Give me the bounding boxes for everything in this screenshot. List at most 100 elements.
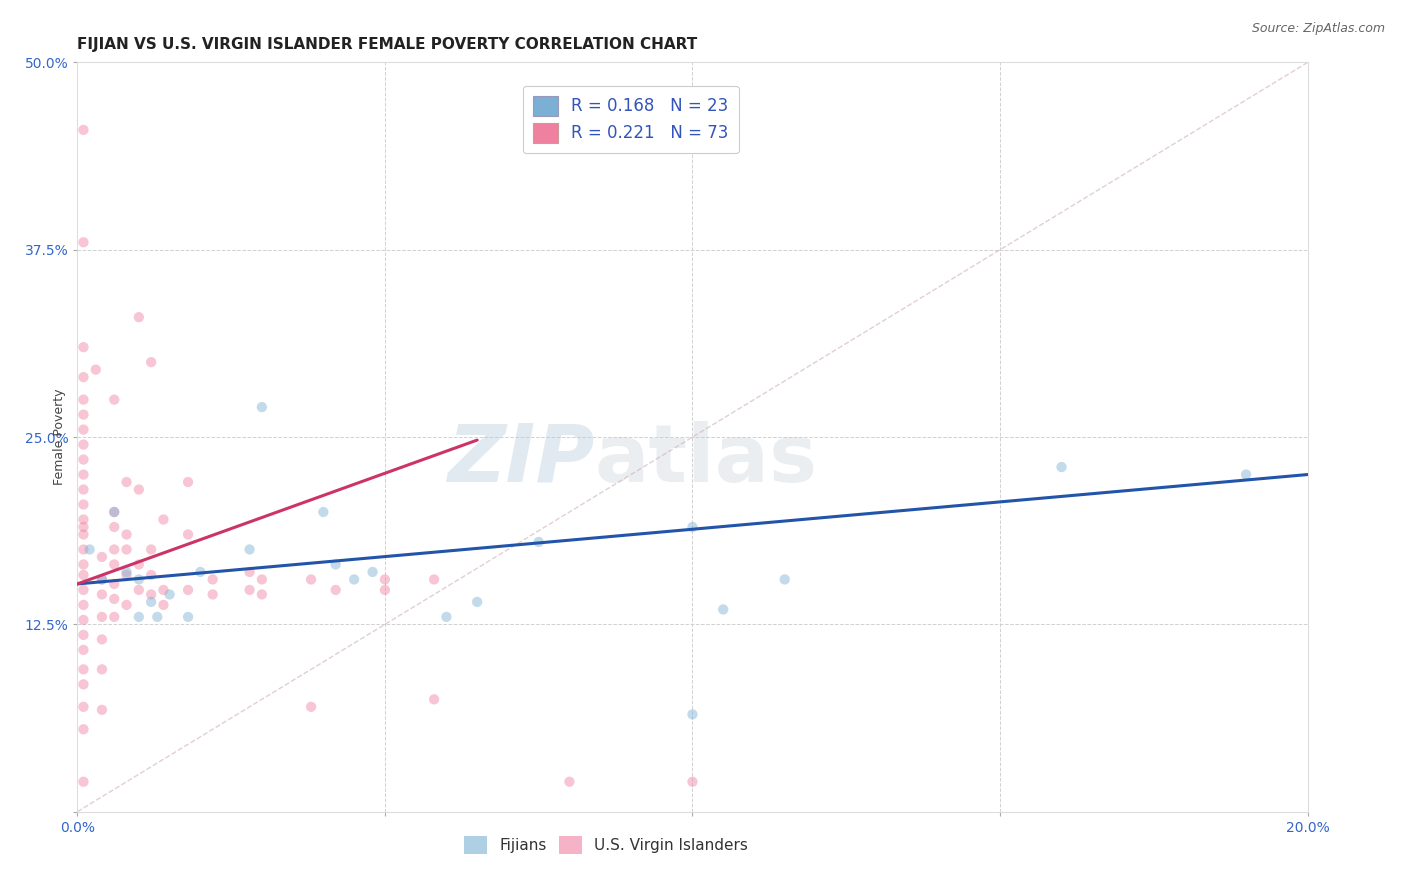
Point xyxy=(239,542,262,557)
Point xyxy=(250,587,273,601)
Y-axis label: Female Poverty: Female Poverty xyxy=(53,389,66,485)
Point xyxy=(201,587,224,601)
Point xyxy=(773,573,796,587)
Point xyxy=(79,542,101,557)
Point xyxy=(90,703,114,717)
Text: FIJIAN VS U.S. VIRGIN ISLANDER FEMALE POVERTY CORRELATION CHART: FIJIAN VS U.S. VIRGIN ISLANDER FEMALE PO… xyxy=(77,37,697,52)
Point xyxy=(177,527,200,541)
Point xyxy=(436,610,458,624)
Point xyxy=(72,512,94,526)
Point xyxy=(711,602,734,616)
Point xyxy=(72,699,94,714)
Legend: Fijians, U.S. Virgin Islanders: Fijians, U.S. Virgin Islanders xyxy=(458,830,755,860)
Point xyxy=(103,505,125,519)
Point xyxy=(72,582,94,597)
Point xyxy=(141,542,163,557)
Point xyxy=(72,498,94,512)
Point xyxy=(201,573,224,587)
Point xyxy=(72,542,94,557)
Point xyxy=(299,699,322,714)
Point xyxy=(103,558,125,572)
Point xyxy=(103,542,125,557)
Point xyxy=(128,483,150,497)
Text: Source: ZipAtlas.com: Source: ZipAtlas.com xyxy=(1251,22,1385,36)
Point xyxy=(527,535,550,549)
Point xyxy=(128,310,150,325)
Point xyxy=(72,723,94,737)
Point xyxy=(239,565,262,579)
Point xyxy=(250,400,273,414)
Point xyxy=(72,662,94,676)
Point xyxy=(90,610,114,624)
Point xyxy=(299,573,322,587)
Point xyxy=(72,408,94,422)
Point xyxy=(115,542,138,557)
Point xyxy=(103,591,125,606)
Point xyxy=(72,467,94,482)
Point xyxy=(90,587,114,601)
Point xyxy=(72,483,94,497)
Point xyxy=(128,582,150,597)
Point xyxy=(72,123,94,137)
Point xyxy=(72,643,94,657)
Point xyxy=(90,549,114,564)
Point xyxy=(239,582,262,597)
Point xyxy=(72,558,94,572)
Point xyxy=(84,362,107,376)
Point xyxy=(325,582,347,597)
Point xyxy=(72,235,94,250)
Point xyxy=(128,610,150,624)
Point xyxy=(103,610,125,624)
Point xyxy=(141,355,163,369)
Point xyxy=(682,520,704,534)
Point xyxy=(72,437,94,451)
Point xyxy=(115,565,138,579)
Point xyxy=(72,392,94,407)
Point xyxy=(72,452,94,467)
Point xyxy=(128,558,150,572)
Point xyxy=(90,662,114,676)
Point xyxy=(103,577,125,591)
Point xyxy=(90,573,114,587)
Point xyxy=(141,568,163,582)
Point xyxy=(103,520,125,534)
Point xyxy=(72,568,94,582)
Point xyxy=(250,573,273,587)
Point xyxy=(141,595,163,609)
Point xyxy=(177,610,200,624)
Point xyxy=(115,527,138,541)
Point xyxy=(115,568,138,582)
Point xyxy=(72,527,94,541)
Point xyxy=(72,370,94,384)
Point xyxy=(177,475,200,489)
Point xyxy=(128,573,150,587)
Point xyxy=(152,512,174,526)
Point xyxy=(423,692,446,706)
Text: ZIP: ZIP xyxy=(447,420,595,499)
Point xyxy=(465,595,488,609)
Point xyxy=(325,558,347,572)
Point xyxy=(72,774,94,789)
Point xyxy=(90,573,114,587)
Point xyxy=(90,632,114,647)
Point xyxy=(177,582,200,597)
Point xyxy=(72,423,94,437)
Point xyxy=(682,774,704,789)
Point xyxy=(152,598,174,612)
Text: atlas: atlas xyxy=(595,420,817,499)
Point xyxy=(146,610,169,624)
Point xyxy=(72,520,94,534)
Point xyxy=(72,613,94,627)
Point xyxy=(312,505,335,519)
Point xyxy=(141,587,163,601)
Point xyxy=(682,707,704,722)
Point xyxy=(1050,460,1073,475)
Point xyxy=(188,565,212,579)
Point xyxy=(152,582,174,597)
Point xyxy=(72,677,94,691)
Point xyxy=(103,505,125,519)
Point xyxy=(115,475,138,489)
Point xyxy=(103,392,125,407)
Point xyxy=(72,340,94,354)
Point xyxy=(374,582,396,597)
